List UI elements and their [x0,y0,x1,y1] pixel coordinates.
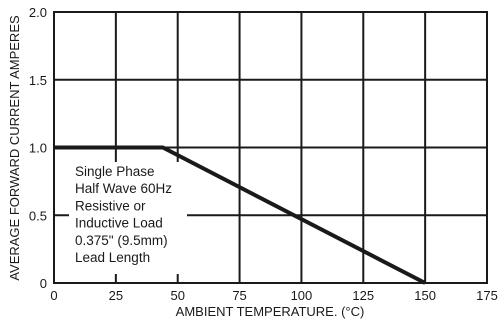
annotation-line: Single Phase [75,164,155,179]
series-layer [54,145,427,285]
x-tick-label: 100 [291,288,313,303]
annotation-line: Inductive Load [75,216,163,231]
x-axis-title: AMBIENT TEMPERATURE. (°C) [176,304,365,319]
x-tick-label: 150 [414,288,436,303]
y-tick-label: 1.0 [29,141,47,156]
x-tick-label: 50 [170,288,184,303]
plot-frame [53,11,488,284]
x-tick-label: 175 [476,288,498,303]
annotation-line: Half Wave 60Hz [75,181,172,196]
annotation-background [69,162,187,274]
annotation-box: Single Phase Half Wave 60Hz Resistive or In… [75,164,172,265]
y-tick-label: 0.5 [29,208,47,223]
x-tick-label: 0 [50,288,57,303]
y-tick-labels: 0 0.5 1.0 1.5 2.0 [29,5,47,291]
y-tick-label: 2.0 [29,5,47,20]
annotation-line: Lead Length [75,250,150,265]
x-tick-label: 125 [352,288,374,303]
y-tick-label: 1.5 [29,73,47,88]
y-tick-label: 0 [40,276,47,291]
plot-border [53,11,488,284]
annotation-line: 0.375" (9.5mm) [75,233,168,248]
series-line [54,145,427,285]
x-tick-label: 25 [109,288,123,303]
y-axis-title: AVERAGE FORWARD CURRENT AMPERES [7,15,22,281]
annotation-line: Resistive or [75,198,146,213]
x-tick-label: 75 [232,288,246,303]
x-tick-labels: 0 25 50 75 100 125 150 175 [50,288,497,303]
